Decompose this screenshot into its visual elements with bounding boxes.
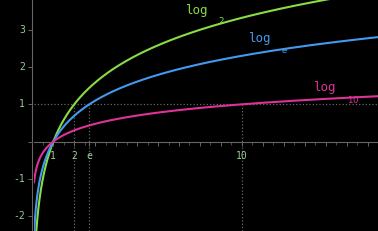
Text: 10: 10 <box>236 151 248 161</box>
Text: 2: 2 <box>19 62 25 72</box>
Text: log: log <box>248 32 271 45</box>
Text: $_{10}$: $_{10}$ <box>347 93 359 106</box>
Text: log: log <box>185 3 208 16</box>
Text: -1: -1 <box>13 174 25 184</box>
Text: 3: 3 <box>19 25 25 35</box>
Text: 1: 1 <box>19 99 25 109</box>
Text: 2: 2 <box>71 151 77 161</box>
Text: $_2$: $_2$ <box>218 14 225 27</box>
Text: $_e$: $_e$ <box>280 43 288 55</box>
Text: e: e <box>86 151 92 161</box>
Text: 1: 1 <box>50 151 56 161</box>
Text: log: log <box>313 81 336 94</box>
Text: -2: -2 <box>13 211 25 221</box>
